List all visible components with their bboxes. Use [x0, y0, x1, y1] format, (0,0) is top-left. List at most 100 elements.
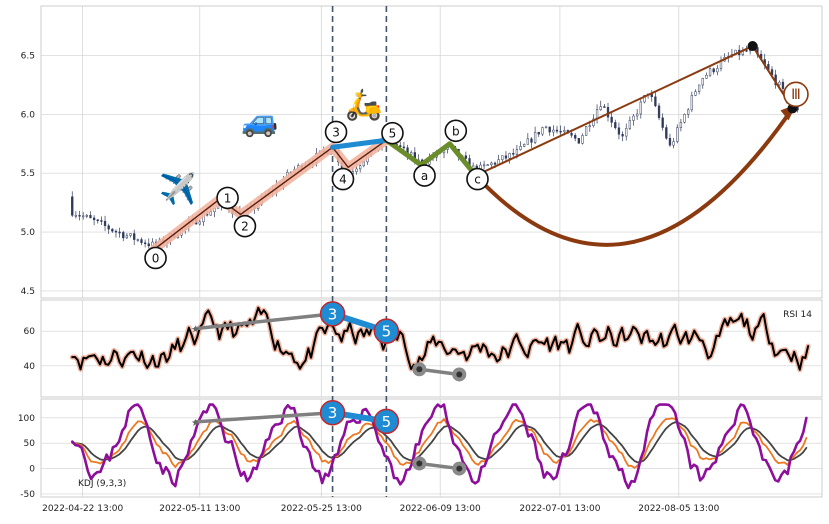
x-tick-label: 2022-08-05 13:00	[638, 504, 719, 514]
candle-body	[617, 127, 621, 135]
price-panel-frame	[40, 5, 823, 299]
price-ytick-label: 5.5	[21, 169, 35, 179]
rsi-ytick-label: 40	[24, 362, 36, 372]
candle-body	[143, 242, 147, 245]
rsi-line	[71, 306, 810, 371]
candle-body	[533, 131, 537, 143]
candle-body	[614, 122, 617, 129]
kdj-ytick-label: 100	[18, 414, 35, 424]
candle-body	[643, 95, 646, 103]
candle-body	[508, 153, 511, 159]
candle-body	[537, 131, 540, 135]
candle-body	[501, 155, 504, 160]
wave-label-circle	[324, 120, 348, 144]
wave-label-text: b	[452, 124, 460, 138]
wave-3-5-segment	[330, 137, 389, 150]
wave-label-text: Ⅲ	[791, 87, 801, 103]
candle-body	[118, 231, 121, 234]
x-tick-label: 2022-04-22 13:00	[42, 504, 123, 514]
rsi-legend-label: RSI 14	[783, 310, 812, 320]
candle-body	[140, 239, 143, 244]
candle-body	[559, 130, 562, 133]
price-ytick-label: 5.0	[21, 228, 36, 238]
candle-body	[122, 232, 125, 239]
candle-body	[399, 145, 402, 148]
candle-body	[687, 109, 690, 115]
rsi-lower-dot-inner	[416, 366, 423, 373]
kdj-j-line	[70, 403, 808, 490]
candle-body	[708, 68, 712, 76]
candle-body	[778, 81, 781, 86]
wave-label-circle	[783, 81, 809, 108]
candle-body	[410, 152, 413, 155]
price-ytick-label: 6.0	[21, 110, 36, 120]
candle-body	[665, 127, 668, 139]
rsi-divergence-line	[193, 312, 335, 331]
candle-body	[599, 106, 602, 110]
candle-body	[781, 81, 785, 89]
kdj-k-line	[71, 417, 808, 469]
candle-body	[639, 101, 642, 115]
candle-body	[555, 129, 559, 132]
candle-body	[512, 153, 515, 155]
wave-label-text: a	[421, 169, 428, 183]
candle-body	[198, 221, 201, 225]
wave-label-circle	[381, 121, 404, 145]
wave-label-text: c	[474, 173, 481, 187]
candle-body	[402, 146, 406, 149]
kdj-wave-marker-label: 3	[328, 404, 338, 422]
candle-body	[103, 220, 107, 226]
pivot-dot	[747, 41, 758, 52]
kdj-lower-dot-inner	[416, 460, 423, 467]
x-tick-label: 2022-06-09 13:00	[400, 504, 481, 514]
x-tick-label: 2022-07-01 13:00	[519, 504, 600, 514]
wave-label-circle	[444, 119, 468, 143]
candle-body	[515, 149, 519, 155]
candle-body	[697, 84, 701, 92]
candle-body	[526, 138, 529, 145]
candle-body	[672, 141, 675, 146]
price-ytick-label: 4.5	[21, 287, 35, 297]
kdj-ytick-label: -50	[20, 490, 35, 500]
curved-arrow	[474, 107, 795, 247]
candle-body	[133, 233, 136, 240]
emoji-marker: 🛵	[345, 87, 382, 122]
price-ytick-label: 6.5	[21, 51, 35, 61]
rsi-wave-marker	[373, 318, 400, 344]
candle-body	[355, 168, 358, 172]
candle-body	[486, 164, 489, 166]
candle-body	[588, 125, 591, 127]
correction-wave-line	[383, 137, 479, 179]
candle-body	[621, 134, 624, 137]
candle-body	[359, 165, 362, 170]
candle-body	[541, 127, 544, 135]
wave-label-text: 3	[332, 125, 340, 139]
x-tick-label: 2022-05-25 13:00	[281, 504, 362, 514]
candle-body	[114, 230, 118, 233]
candle-body	[668, 138, 672, 146]
kdj-ytick-label: 50	[24, 439, 36, 449]
candle-body	[519, 146, 522, 150]
candle-body	[74, 215, 78, 217]
kdj-wave-marker	[373, 408, 400, 435]
candle-body	[552, 129, 555, 133]
candle-body	[548, 126, 551, 133]
emoji-marker: 🚙	[241, 104, 278, 139]
candle-body	[464, 155, 468, 159]
candle-body	[490, 162, 493, 165]
kdj-wave-marker	[319, 399, 346, 426]
candle-body	[530, 138, 533, 143]
kdj-d-line	[71, 421, 808, 464]
candle-body	[716, 68, 719, 73]
candle-body	[523, 144, 526, 147]
kdj-lower-dot-inner	[456, 465, 463, 472]
kdj-ytick-label: 0	[29, 465, 35, 475]
candle-body	[129, 233, 132, 236]
rsi-ytick-label: 60	[24, 327, 36, 337]
candle-body	[577, 138, 580, 144]
candle-body	[654, 96, 657, 107]
candle-body	[610, 116, 613, 123]
wave-label-circle	[216, 186, 239, 210]
